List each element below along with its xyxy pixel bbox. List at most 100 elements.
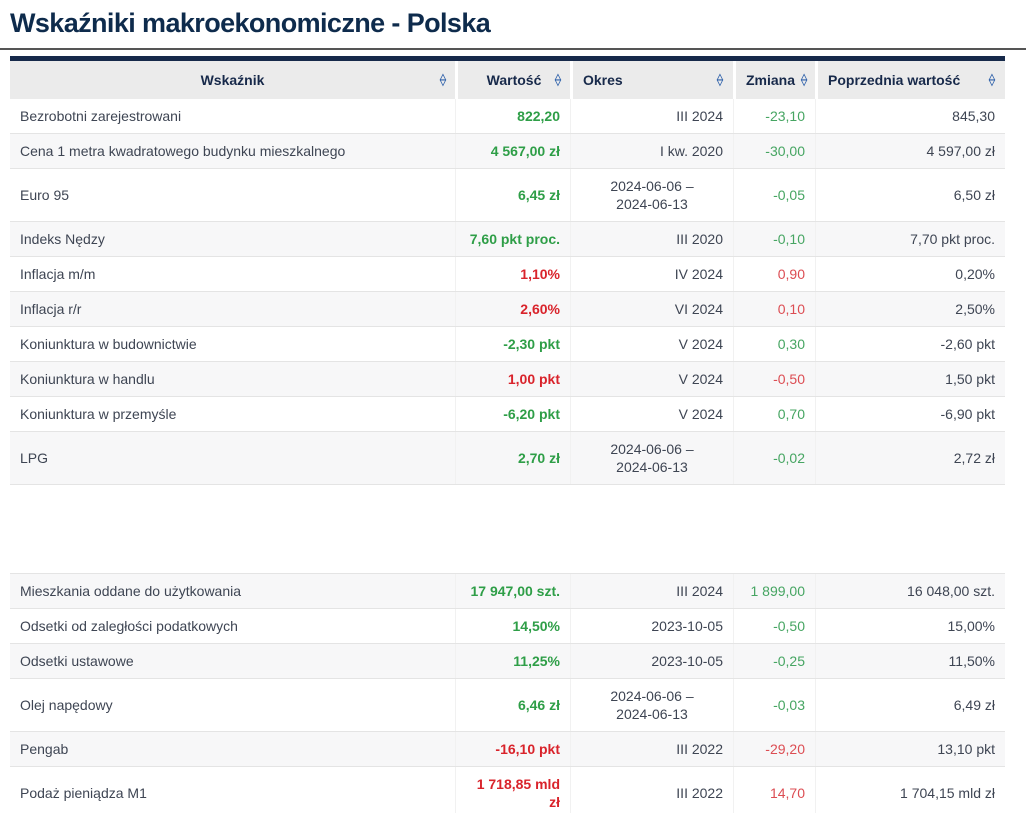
previous-value-cell: 4 597,00 zł [815,134,1005,168]
table-row: Cena 1 metra kwadratowego budynku mieszk… [10,134,1005,169]
column-header-okres[interactable]: Okres △ ▽ [570,61,733,99]
change-cell: -0,03 [733,679,815,731]
value-cell: 822,20 [455,99,570,133]
value-cell: 7,60 pkt proc. [455,222,570,256]
sort-icon[interactable]: △ ▽ [801,72,808,87]
change-cell: 14,70 [733,767,815,813]
previous-value-cell: 16 048,00 szt. [815,574,1005,608]
previous-value-cell: 1,50 pkt [815,362,1005,396]
period-cell: 2023-10-05 [570,644,733,678]
period-cell: 2024-06-06 – 2024-06-13 [570,432,733,484]
indicator-name-cell: Odsetki ustawowe [20,653,134,669]
period-cell: 2024-06-06 – 2024-06-13 [570,679,733,731]
indicator-name-cell: Inflacja m/m [20,266,96,282]
value-cell: -6,20 pkt [455,397,570,431]
page-title: Wskaźniki makroekonomiczne - Polska [10,8,491,38]
change-cell: 0,70 [733,397,815,431]
indicator-name-cell: Olej napędowy [20,697,113,713]
change-cell: 1 899,00 [733,574,815,608]
value-cell: 11,25% [455,644,570,678]
table-row: Inflacja m/m 1,10% IV 2024 0,90 0,20% [10,257,1005,292]
period-cell: 2023-10-05 [570,609,733,643]
value-cell: 1,10% [455,257,570,291]
indicator-name-cell: Koniunktura w handlu [20,371,155,387]
value-cell: 6,45 zł [455,169,570,221]
previous-value-cell: 2,50% [815,292,1005,326]
column-label: Wskaźnik [200,72,265,88]
previous-value-cell: -6,90 pkt [815,397,1005,431]
change-cell: -0,10 [733,222,815,256]
period-cell: 2024-06-06 – 2024-06-13 [570,169,733,221]
table-row: Podaż pieniądza M1 1 718,85 mld zł III 202… [10,767,1005,813]
change-cell: -29,20 [733,732,815,766]
period-cell: I kw. 2020 [570,134,733,168]
indicator-name-cell: Pengab [20,741,69,757]
column-header-zmiana[interactable]: Zmiana △ ▽ [733,61,815,99]
table-row: LPG 2,70 zł 2024-06-06 – 2024-06-13 -0,02 2,… [10,432,1005,485]
change-cell: -0,25 [733,644,815,678]
change-cell: -0,05 [733,169,815,221]
change-cell: -0,50 [733,609,815,643]
column-label: Okres [583,72,623,88]
period-cell: V 2024 [570,362,733,396]
value-cell: 14,50% [455,609,570,643]
change-cell: -0,50 [733,362,815,396]
table-row: Koniunktura w budownictwie -2,30 pkt V 202… [10,327,1005,362]
table-row: Mieszkania oddane do użytkowania 17 947,0… [10,574,1005,609]
indicator-name-cell: Mieszkania oddane do użytkowania [20,583,242,599]
sort-icon[interactable]: △ ▽ [439,72,446,87]
table-row: Indeks Nędzy 7,60 pkt proc. III 2020 -0,10 7… [10,222,1005,257]
column-header-poprzednia-wartosc[interactable]: Poprzednia wartość △ ▽ [815,61,1005,99]
column-header-wskaznik[interactable]: Wskaźnik △ ▽ [10,61,455,99]
indicator-name-cell: Koniunktura w przemyśle [20,406,177,422]
indicator-name-cell: Koniunktura w budownictwie [20,336,197,352]
change-cell: 0,30 [733,327,815,361]
previous-value-cell: -2,60 pkt [815,327,1005,361]
change-cell: 0,10 [733,292,815,326]
indicator-name-cell: Odsetki od zaległości podatkowych [20,618,238,634]
previous-value-cell: 0,20% [815,257,1005,291]
value-cell: 1,00 pkt [455,362,570,396]
table-row: Koniunktura w handlu 1,00 pkt V 2024 -0,50 1… [10,362,1005,397]
sort-icon[interactable]: △ ▽ [988,72,995,87]
change-cell: -23,10 [733,99,815,133]
ad-placeholder-gap [10,485,1005,574]
table-row: Olej napędowy 6,46 zł 2024-06-06 – 2024-06… [10,679,1005,732]
table-row: Bezrobotni zarejestrowani 822,20 III 2024-… [10,99,1005,134]
period-cell: III 2022 [570,767,733,813]
indicator-name-cell: Bezrobotni zarejestrowani [20,108,182,124]
value-cell: 4 567,00 zł [455,134,570,168]
table-row: Pengab -16,10 pkt III 2022 -29,20 13,10 pkt [10,732,1005,767]
previous-value-cell: 6,50 zł [815,169,1005,221]
indicators-table: Wskaźnik △ ▽ Wartość △ ▽ Okres △ ▽ Zmiana △ ▽ Poprze… [10,56,1005,813]
period-cell: VI 2024 [570,292,733,326]
change-cell: -30,00 [733,134,815,168]
indicator-name-cell: Inflacja r/r [20,301,82,317]
value-cell: 17 947,00 szt. [455,574,570,608]
value-cell: 2,70 zł [455,432,570,484]
period-cell: III 2024 [570,99,733,133]
title-divider [0,48,1026,50]
period-cell: V 2024 [570,397,733,431]
value-cell: 1 718,85 mld zł [455,767,570,813]
period-cell: III 2022 [570,732,733,766]
previous-value-cell: 6,49 zł [815,679,1005,731]
value-cell: 2,60% [455,292,570,326]
indicator-name-cell: LPG [20,450,49,466]
period-cell: III 2020 [570,222,733,256]
table-header-row: Wskaźnik △ ▽ Wartość △ ▽ Okres △ ▽ Zmiana △ ▽ Poprze… [10,56,1005,99]
table-row: Euro 95 6,45 zł 2024-06-06 – 2024-06-13 -0,… [10,169,1005,222]
sort-icon[interactable]: △ ▽ [716,72,723,87]
sort-icon[interactable]: △ ▽ [554,72,561,87]
value-cell: -2,30 pkt [455,327,570,361]
previous-value-cell: 11,50% [815,644,1005,678]
column-label: Poprzednia wartość [828,72,961,88]
change-cell: 0,90 [733,257,815,291]
indicator-name-cell: Cena 1 metra kwadratowego budynku mieszk… [20,143,346,159]
previous-value-cell: 13,10 pkt [815,732,1005,766]
value-cell: 6,46 zł [455,679,570,731]
previous-value-cell: 7,70 pkt proc. [815,222,1005,256]
column-header-wartosc[interactable]: Wartość △ ▽ [455,61,570,99]
previous-value-cell: 1 704,15 mld zł [815,767,1005,813]
